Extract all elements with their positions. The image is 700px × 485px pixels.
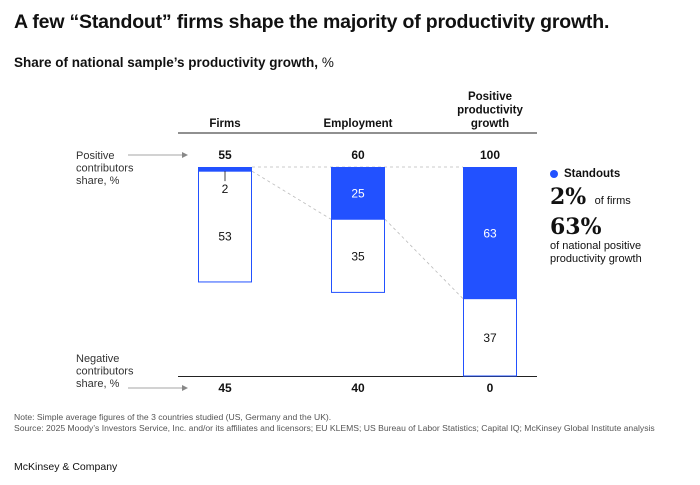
stat-firms: 2% of firms — [550, 184, 690, 210]
legend-label: Standouts — [564, 168, 621, 180]
bar-positive-others-1 — [331, 218, 385, 293]
category-label-2: productivity — [457, 105, 523, 117]
negative-row-arrowhead — [182, 385, 188, 391]
footnote: Note: Simple average figures of the 3 co… — [14, 412, 655, 434]
label-standouts-2: 63 — [483, 226, 497, 240]
stat-firms-text: of firms — [594, 195, 631, 207]
negative-row-label: contributors — [76, 366, 134, 378]
positive-row-label: share, % — [76, 175, 120, 187]
bar-positive-others-2 — [463, 298, 517, 377]
positive-row-label: Positive — [76, 150, 115, 162]
legend-swatch — [550, 170, 558, 178]
negative-row-label: Negative — [76, 353, 119, 365]
brand-logo-text: McKinsey & Company — [14, 461, 118, 473]
label-positive-others-0: 53 — [218, 230, 232, 244]
connector-1 — [384, 218, 464, 299]
stat-growth-value: 63% — [550, 214, 602, 240]
label-positive-others-2: 37 — [483, 331, 497, 345]
category-label-0: Firms — [209, 118, 240, 130]
bar-positive-others-0 — [198, 170, 252, 283]
subtitle-unit: % — [321, 55, 334, 70]
negative-total-0: 45 — [218, 381, 232, 395]
negative-row-label: share, % — [76, 378, 120, 390]
negative-total-1: 40 — [351, 381, 365, 395]
negative-total-2: 0 — [487, 381, 494, 395]
label-standouts-0: 2 — [222, 182, 229, 196]
chart-subtitle: Share of national sample’s productivity … — [14, 55, 334, 70]
bar-standouts-1 — [331, 167, 385, 220]
note-text: Note: Simple average figures of the 3 co… — [14, 412, 332, 422]
legend-item-standouts: Standouts — [550, 168, 690, 180]
chart-title: A few “Standout” firms shape the majorit… — [14, 11, 610, 33]
positive-total-1: 60 — [351, 148, 365, 162]
connector-0 — [251, 170, 332, 220]
stacked-bar-chart: Firms Employment Positive productivitygrowt… — [76, 91, 537, 395]
stat-growth-text-2: productivity growth — [550, 252, 642, 265]
stat-growth-text-1: of national positive — [550, 240, 642, 252]
bar-standouts-2 — [463, 167, 517, 299]
source-text: Source: 2025 Moody’s Investors Service, … — [14, 423, 655, 433]
stat-growth: 63% of national positive productivity gr… — [550, 214, 690, 265]
positive-total-2: 100 — [480, 148, 500, 162]
bar-standouts-0 — [198, 167, 252, 172]
label-positive-others-1: 35 — [351, 249, 365, 263]
legend: Standouts 2% of firms 63% of national po… — [550, 168, 690, 265]
positive-total-0: 55 — [218, 148, 232, 162]
subtitle-text: Share of national sample’s productivity … — [14, 55, 319, 70]
label-standouts-1: 25 — [351, 187, 365, 201]
category-label-2: growth — [471, 118, 509, 130]
positive-row-arrowhead — [182, 152, 188, 158]
stat-firms-value: 2% — [550, 184, 587, 210]
category-label-1: Employment — [323, 118, 392, 130]
positive-row-label: contributors — [76, 163, 134, 175]
category-label-2: Positive — [468, 91, 512, 103]
